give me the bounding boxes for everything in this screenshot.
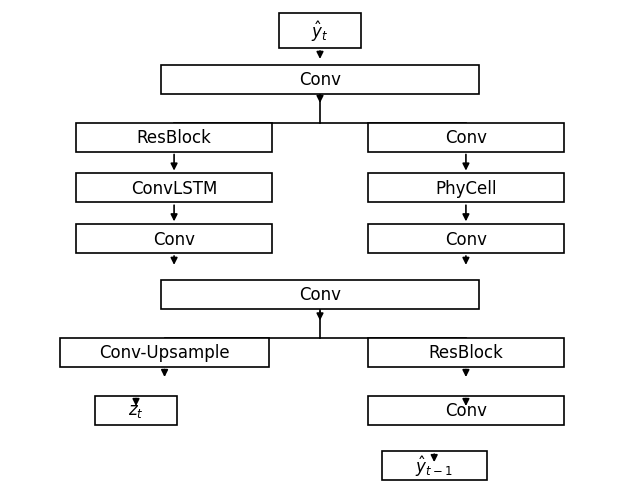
Text: Conv: Conv bbox=[445, 230, 487, 248]
FancyBboxPatch shape bbox=[76, 224, 273, 254]
Text: Conv: Conv bbox=[153, 230, 195, 248]
FancyBboxPatch shape bbox=[95, 396, 177, 425]
FancyBboxPatch shape bbox=[60, 338, 269, 367]
FancyBboxPatch shape bbox=[367, 174, 564, 203]
FancyBboxPatch shape bbox=[367, 338, 564, 367]
Text: Conv-Upsample: Conv-Upsample bbox=[99, 344, 230, 362]
FancyBboxPatch shape bbox=[76, 174, 273, 203]
Text: $\hat{y}_t$: $\hat{y}_t$ bbox=[311, 20, 329, 44]
FancyBboxPatch shape bbox=[161, 280, 479, 309]
FancyBboxPatch shape bbox=[367, 224, 564, 254]
Text: Conv: Conv bbox=[299, 285, 341, 304]
Text: Conv: Conv bbox=[445, 129, 487, 147]
FancyBboxPatch shape bbox=[279, 14, 361, 49]
Text: $z_t$: $z_t$ bbox=[128, 402, 144, 419]
FancyBboxPatch shape bbox=[367, 396, 564, 425]
Text: ConvLSTM: ConvLSTM bbox=[131, 180, 217, 198]
Text: $\hat{y}_{t-1}$: $\hat{y}_{t-1}$ bbox=[415, 454, 453, 478]
FancyBboxPatch shape bbox=[382, 451, 486, 480]
Text: Conv: Conv bbox=[445, 402, 487, 419]
Text: Conv: Conv bbox=[299, 71, 341, 89]
Text: PhyCell: PhyCell bbox=[435, 180, 497, 198]
Text: ResBlock: ResBlock bbox=[429, 344, 503, 362]
Text: ResBlock: ResBlock bbox=[137, 129, 211, 147]
FancyBboxPatch shape bbox=[367, 123, 564, 152]
FancyBboxPatch shape bbox=[161, 65, 479, 95]
FancyBboxPatch shape bbox=[76, 123, 273, 152]
